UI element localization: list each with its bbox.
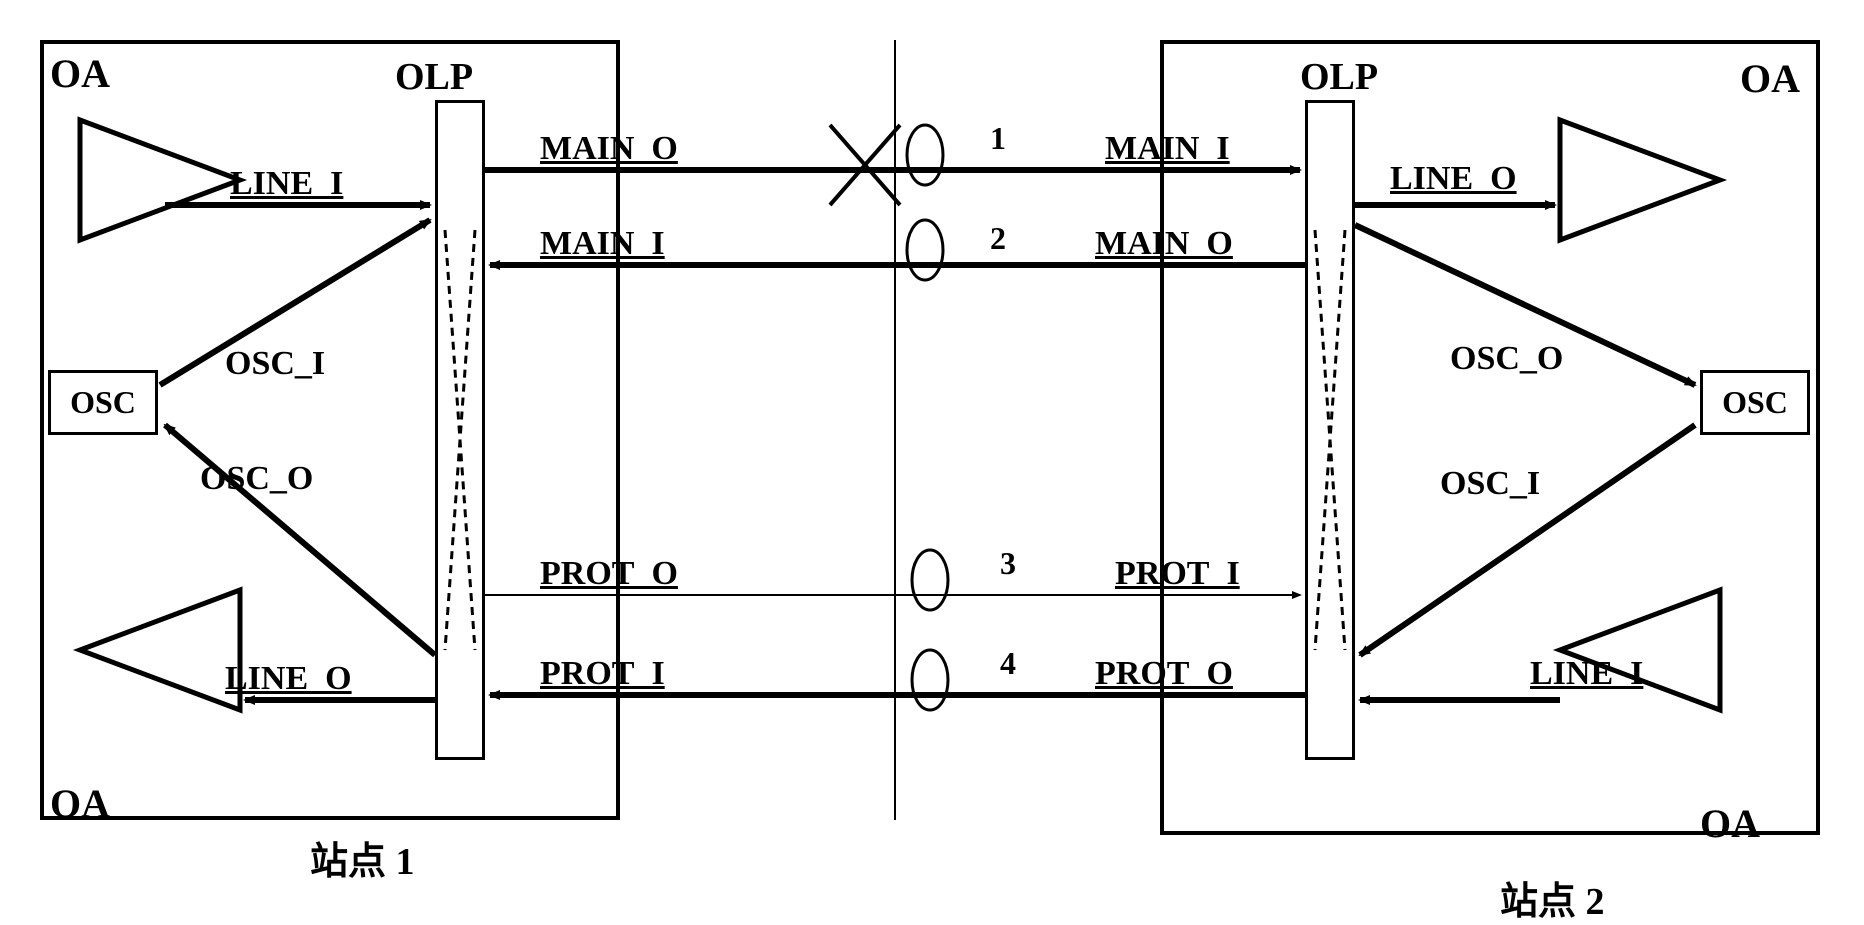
olp-label-left: OLP <box>395 55 473 99</box>
label-main-i-right: MAIN_I <box>1105 130 1230 168</box>
olp-right-box <box>1305 100 1355 760</box>
olp-label-right: OLP <box>1300 55 1378 99</box>
fiber-3-ellipse <box>912 550 948 610</box>
label-line-i-left: LINE_I <box>230 165 343 203</box>
fiber-label-4: 4 <box>1000 645 1016 682</box>
station-label-left: 站点 1 <box>310 830 415 885</box>
station-label-right: 站点 2 <box>1500 870 1605 925</box>
label-main-o-right: MAIN_O <box>1095 225 1233 263</box>
oa-label-left-top: OA <box>50 50 110 97</box>
fiber-4-ellipse <box>912 650 948 710</box>
fiber-1-break-2 <box>830 125 900 205</box>
oa-label-right-top: OA <box>1740 55 1800 102</box>
label-osc-i-right: OSC_I <box>1440 465 1540 503</box>
label-osc-i-left: OSC_I <box>225 345 325 383</box>
osc-left-box: OSC <box>48 370 158 435</box>
label-line-i-right: LINE_I <box>1530 655 1643 693</box>
label-main-o-left: MAIN_O <box>540 130 678 168</box>
label-osc-o-right: OSC_O <box>1450 340 1563 378</box>
label-prot-o-left: PROT_O <box>540 555 678 593</box>
osc-right-label: OSC <box>1722 384 1788 421</box>
oa-label-right-bottom: OA <box>1700 800 1760 847</box>
fiber-label-2: 2 <box>990 220 1006 257</box>
label-osc-o-left: OSC_O <box>200 460 313 498</box>
fiber-1-break-1 <box>830 125 900 205</box>
osc-left-label: OSC <box>70 384 136 421</box>
label-line-o-right: LINE_O <box>1390 160 1517 198</box>
fiber-2-ellipse <box>907 220 943 280</box>
fiber-label-3: 3 <box>1000 545 1016 582</box>
osc-right-box: OSC <box>1700 370 1810 435</box>
label-prot-i-right: PROT_I <box>1115 555 1240 593</box>
label-main-i-left: MAIN_I <box>540 225 665 263</box>
oa-label-left-bottom: OA <box>50 780 110 827</box>
fiber-1-ellipse <box>907 125 943 185</box>
fiber-label-1: 1 <box>990 120 1006 157</box>
label-prot-o-right: PROT_O <box>1095 655 1233 693</box>
olp-left-box <box>435 100 485 760</box>
label-prot-i-left: PROT_I <box>540 655 665 693</box>
label-line-o-left: LINE_O <box>225 660 352 698</box>
